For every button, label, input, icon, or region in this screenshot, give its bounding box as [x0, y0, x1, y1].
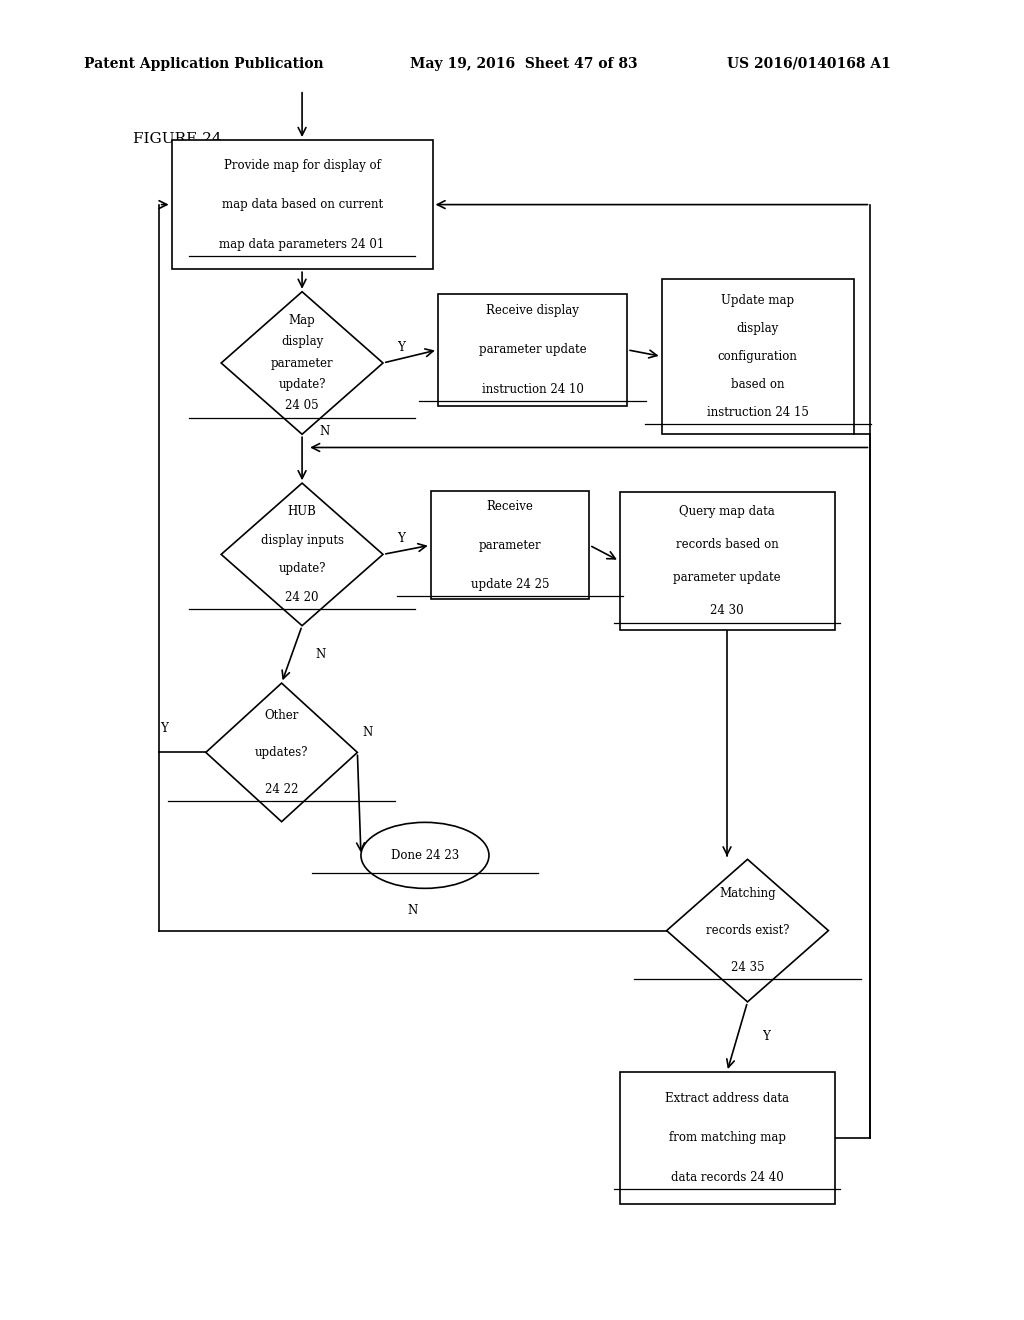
Text: update?: update?: [279, 562, 326, 576]
Text: Done 24 23: Done 24 23: [391, 849, 459, 862]
Text: N: N: [319, 425, 330, 438]
Text: FIGURE 24: FIGURE 24: [133, 132, 222, 147]
Text: based on: based on: [731, 378, 784, 391]
Text: from matching map: from matching map: [669, 1131, 785, 1144]
Text: records exist?: records exist?: [706, 924, 790, 937]
Ellipse shape: [360, 822, 489, 888]
Text: Patent Application Publication: Patent Application Publication: [84, 57, 324, 71]
Text: Provide map for display of: Provide map for display of: [223, 158, 381, 172]
Text: 24 30: 24 30: [711, 605, 743, 618]
Text: Matching: Matching: [719, 887, 776, 900]
Text: parameter: parameter: [270, 356, 334, 370]
Bar: [438, 294, 627, 407]
Text: N: N: [315, 648, 326, 661]
Text: update 24 25: update 24 25: [471, 578, 549, 590]
Text: 24 22: 24 22: [265, 783, 298, 796]
Polygon shape: [221, 483, 383, 626]
Text: Y: Y: [397, 341, 406, 354]
Text: May 19, 2016  Sheet 47 of 83: May 19, 2016 Sheet 47 of 83: [410, 57, 637, 71]
Text: display inputs: display inputs: [260, 533, 344, 546]
Polygon shape: [667, 859, 828, 1002]
Text: N: N: [362, 726, 373, 739]
Text: configuration: configuration: [718, 350, 798, 363]
Text: US 2016/0140168 A1: US 2016/0140168 A1: [727, 57, 891, 71]
Text: parameter: parameter: [478, 539, 542, 552]
Text: Y: Y: [397, 532, 406, 545]
Text: N: N: [408, 904, 418, 917]
Text: parameter update: parameter update: [673, 572, 781, 585]
Bar: [430, 491, 590, 599]
Text: display: display: [736, 322, 779, 335]
Polygon shape: [221, 292, 383, 434]
Bar: [620, 1072, 835, 1204]
Text: HUB: HUB: [288, 506, 316, 519]
Text: 24 35: 24 35: [731, 961, 764, 974]
Text: map data parameters 24 01: map data parameters 24 01: [219, 238, 385, 251]
Text: Update map: Update map: [721, 294, 795, 306]
Text: Query map data: Query map data: [679, 504, 775, 517]
Text: data records 24 40: data records 24 40: [671, 1171, 783, 1184]
Bar: [171, 140, 432, 269]
Text: Extract address data: Extract address data: [665, 1092, 790, 1105]
Bar: [662, 279, 854, 434]
Text: map data based on current: map data based on current: [221, 198, 383, 211]
Text: Other: Other: [264, 709, 299, 722]
Text: Receive display: Receive display: [486, 304, 579, 317]
Text: instruction 24 15: instruction 24 15: [707, 407, 809, 418]
Text: parameter update: parameter update: [478, 343, 587, 356]
Text: update?: update?: [279, 378, 326, 391]
Text: 24 05: 24 05: [286, 399, 318, 412]
Text: Y: Y: [160, 722, 168, 735]
Text: Map: Map: [289, 314, 315, 327]
Text: display: display: [281, 335, 324, 348]
Text: 24 20: 24 20: [286, 590, 318, 603]
Text: instruction 24 10: instruction 24 10: [481, 383, 584, 396]
Text: records based on: records based on: [676, 537, 778, 550]
Text: Y: Y: [762, 1031, 770, 1043]
Bar: [620, 492, 835, 631]
Text: updates?: updates?: [255, 746, 308, 759]
Text: Receive: Receive: [486, 500, 534, 512]
Polygon shape: [206, 684, 357, 821]
